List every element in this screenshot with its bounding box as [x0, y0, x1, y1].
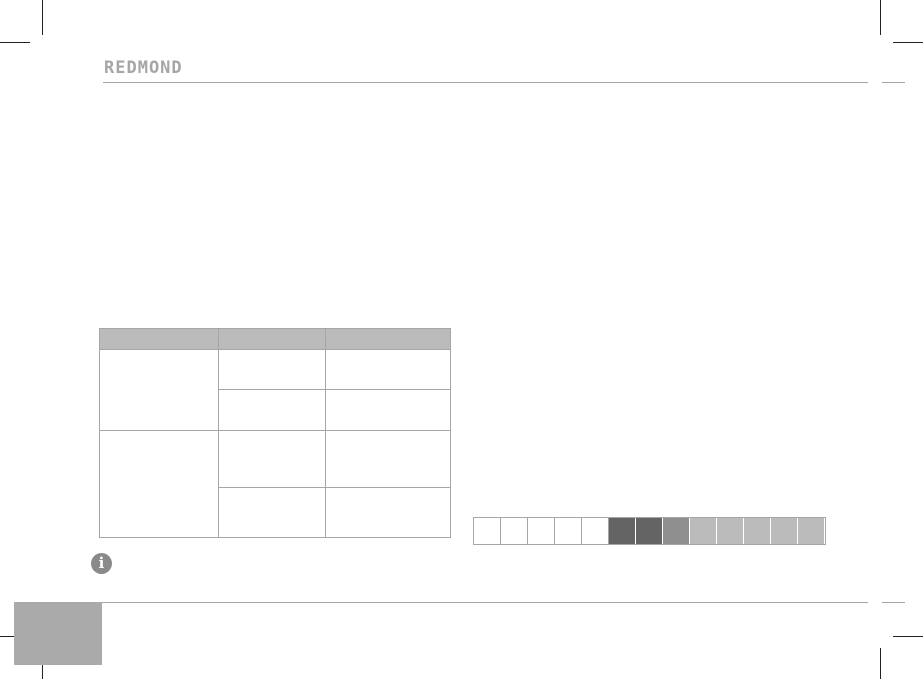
table-header-cell [325, 328, 451, 350]
color-strip-cell [798, 518, 825, 544]
table-row [100, 487, 451, 538]
table-header-row [99, 328, 451, 350]
crop-mark [893, 636, 923, 637]
table-row [99, 349, 451, 431]
table-cell [218, 349, 326, 390]
color-strip-cell [609, 518, 636, 544]
table-header-cell [218, 328, 326, 350]
table-cell [325, 349, 451, 390]
header-divider [103, 82, 868, 83]
table-cell [325, 430, 451, 488]
crop-mark [42, 0, 43, 35]
table-cell [99, 349, 219, 431]
header-divider-tick [882, 82, 905, 83]
footer-divider [14, 602, 868, 603]
color-strip-cell [717, 518, 744, 544]
color-strip-cell [582, 518, 609, 544]
redmond-logo: REDMOND [104, 58, 183, 78]
table-header-cell [99, 328, 219, 350]
color-strip-cell [501, 518, 528, 544]
specs-table [99, 328, 451, 538]
color-strip-cell [474, 518, 501, 544]
color-strip [473, 517, 826, 545]
footer-divider-tick [882, 602, 905, 603]
info-icon: i [91, 553, 112, 574]
crop-mark [880, 648, 881, 679]
table-cell [99, 430, 219, 538]
color-strip-cell [555, 518, 582, 544]
color-strip-cell [663, 518, 690, 544]
crop-mark [0, 42, 30, 43]
color-strip-cell [528, 518, 555, 544]
crop-mark [893, 42, 923, 43]
table-row [100, 389, 451, 431]
table-cell [218, 487, 326, 538]
color-strip-cell [690, 518, 717, 544]
page-number-tab [14, 602, 102, 665]
color-strip-cell [744, 518, 771, 544]
table-cell [325, 487, 451, 538]
table-cell [325, 389, 451, 431]
table-cell [218, 389, 326, 431]
table-row [99, 430, 451, 538]
color-strip-cell [636, 518, 663, 544]
crop-mark [880, 0, 881, 35]
color-strip-cell [771, 518, 798, 544]
table-cell [218, 430, 326, 488]
